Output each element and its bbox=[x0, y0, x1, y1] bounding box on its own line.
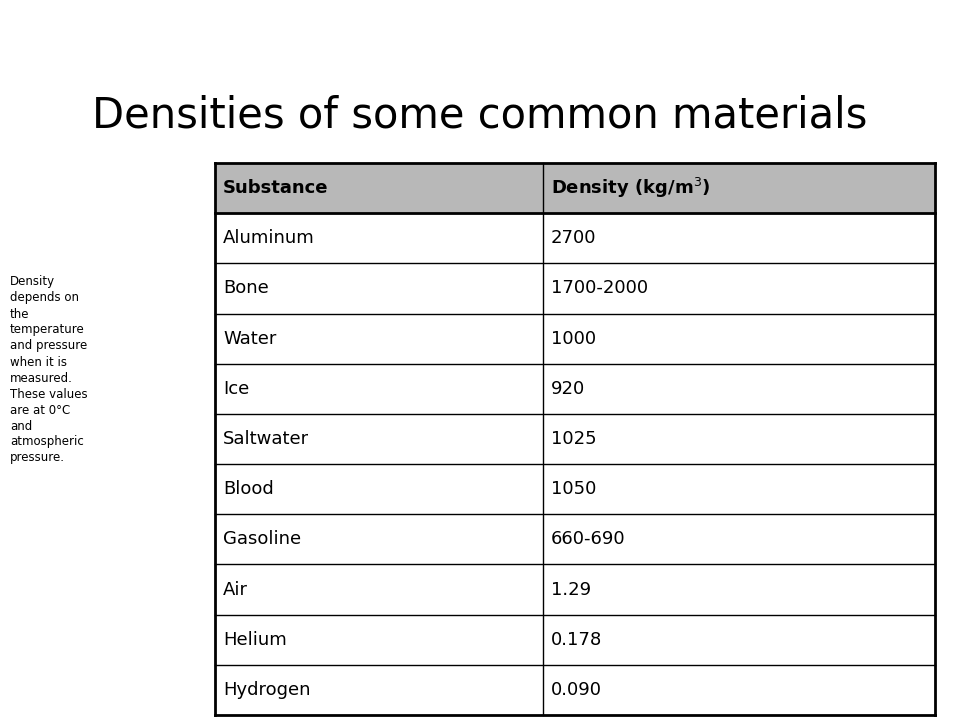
Text: 2700: 2700 bbox=[551, 229, 596, 247]
Text: Hydrogen: Hydrogen bbox=[223, 681, 310, 699]
Text: Densities of some common materials: Densities of some common materials bbox=[92, 94, 868, 136]
Text: 0.178: 0.178 bbox=[551, 631, 602, 649]
Text: 1050: 1050 bbox=[551, 480, 596, 498]
Bar bbox=[215, 364, 935, 414]
Text: Water: Water bbox=[223, 330, 276, 348]
Bar bbox=[215, 163, 935, 213]
Bar bbox=[215, 464, 935, 514]
Text: 1025: 1025 bbox=[551, 430, 596, 448]
Bar bbox=[215, 514, 935, 564]
Text: 660-690: 660-690 bbox=[551, 531, 625, 549]
Bar bbox=[215, 615, 935, 665]
Bar bbox=[215, 313, 935, 364]
Text: Ice: Ice bbox=[223, 380, 250, 398]
Bar bbox=[215, 264, 935, 313]
Text: Gasoline: Gasoline bbox=[223, 531, 301, 549]
Text: Saltwater: Saltwater bbox=[223, 430, 309, 448]
Text: Helium: Helium bbox=[223, 631, 287, 649]
Bar bbox=[215, 665, 935, 715]
Bar bbox=[215, 414, 935, 464]
Text: 1000: 1000 bbox=[551, 330, 596, 348]
Text: Blood: Blood bbox=[223, 480, 274, 498]
Text: 920: 920 bbox=[551, 380, 585, 398]
Text: 1.29: 1.29 bbox=[551, 580, 590, 598]
Bar bbox=[215, 213, 935, 264]
Text: 1700-2000: 1700-2000 bbox=[551, 279, 648, 297]
Text: Aluminum: Aluminum bbox=[223, 229, 315, 247]
Text: Density (kg/m$^3$): Density (kg/m$^3$) bbox=[551, 176, 709, 200]
Bar bbox=[215, 564, 935, 615]
Text: 0.090: 0.090 bbox=[551, 681, 602, 699]
Text: Substance: Substance bbox=[223, 179, 328, 197]
Text: Density
depends on
the
temperature
and pressure
when it is
measured.
These value: Density depends on the temperature and p… bbox=[10, 276, 87, 464]
Text: Air: Air bbox=[223, 580, 248, 598]
Text: Bone: Bone bbox=[223, 279, 269, 297]
